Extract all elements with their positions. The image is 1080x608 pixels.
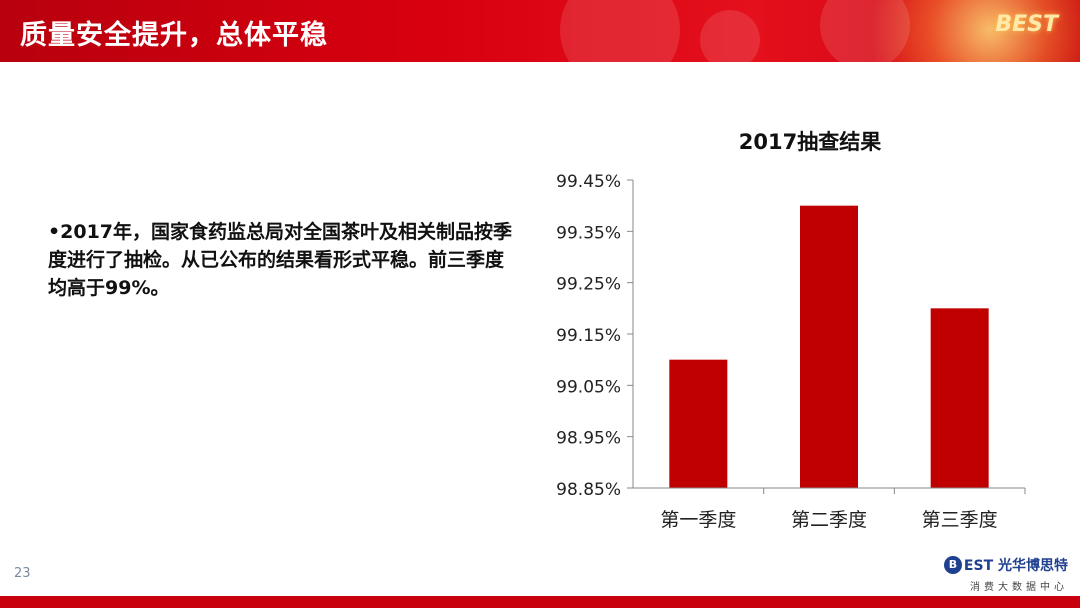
y-tick-label: 98.85% — [556, 480, 621, 500]
y-tick-label: 99.35% — [556, 223, 621, 243]
bars — [669, 205, 989, 488]
y-tick-label: 99.05% — [556, 377, 621, 397]
y-tick-label: 99.15% — [556, 326, 621, 346]
header-glow — [860, 0, 1080, 62]
x-axis: 第一季度 第二季度 第三季度 — [633, 487, 1026, 531]
chart-title: 2017抽查结果 — [739, 130, 881, 154]
bar-chart: 2017抽查结果 98.85%98.95%99.05%99.15%99.25%9… — [556, 130, 1026, 531]
y-axis: 98.85% 98.95% 99.05% 99.15% 99.25% 99.35% 99.4… — [556, 172, 634, 500]
best-logo-icon: BEST — [995, 12, 1058, 37]
y-tick-label: 98.95% — [556, 429, 621, 449]
x-tick-label: 第二季度 — [791, 509, 867, 531]
page-title: 质量安全提升，总体平稳 — [20, 20, 328, 51]
bar — [669, 359, 728, 488]
bar — [800, 205, 858, 488]
footer-bar — [0, 596, 1080, 608]
header-bubble — [560, 0, 680, 62]
header-bubble — [820, 0, 910, 62]
brand-badge-icon: B — [943, 556, 962, 574]
page-number: 23 — [14, 566, 31, 581]
brand-name: EST 光华博思特 — [963, 558, 1068, 574]
bullet-text: •2017年，国家食药监总局对全国茶叶及相关制品按季度进行了抽检。从已公布的结果… — [48, 221, 513, 299]
brand-logo: B EST 光华博思特 消费大数据中心 — [943, 555, 1068, 593]
y-tick-label: 99.45% — [556, 172, 621, 192]
x-tick-label: 第三季度 — [922, 509, 998, 531]
slide-header: 质量安全提升，总体平稳 BEST — [0, 0, 1080, 62]
brand-subtitle: 消费大数据中心 — [970, 582, 1068, 593]
y-tick-label: 99.25% — [556, 275, 621, 295]
x-tick-label: 第一季度 — [660, 509, 736, 531]
header-bubble — [700, 10, 760, 62]
bar — [930, 308, 989, 488]
